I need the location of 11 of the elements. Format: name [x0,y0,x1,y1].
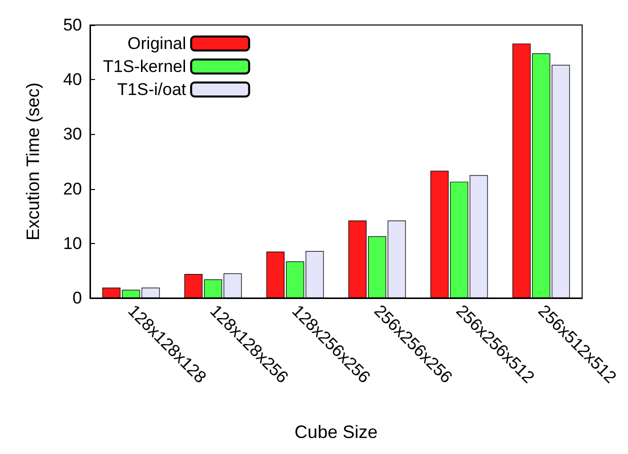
y-tick-label: 10 [63,234,82,253]
x-axis-title: Cube Size [294,422,378,442]
y-tick-label: 20 [63,179,82,198]
y-tick-label: 50 [63,16,82,34]
legend-label: T1S-kernel [103,57,186,76]
legend-label: Original [128,34,186,53]
y-axis-title: Excution Time (sec) [23,82,43,241]
y-tick-label: 30 [63,124,82,144]
legend-label: T1S-i/oat [117,80,186,99]
y-tick-label: 0 [72,288,82,308]
y-tick-label: 40 [63,70,82,90]
